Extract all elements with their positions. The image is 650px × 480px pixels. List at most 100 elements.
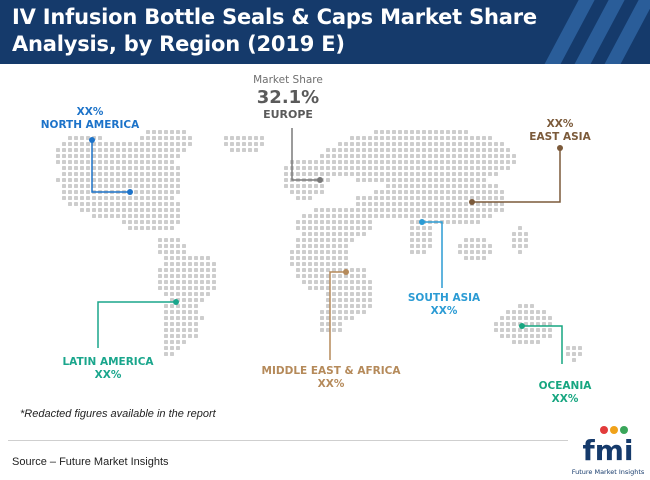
- map-dot: [194, 310, 198, 314]
- map-dot: [320, 250, 324, 254]
- map-dot: [338, 166, 342, 170]
- map-dot: [446, 142, 450, 146]
- map-dot: [476, 208, 480, 212]
- map-dot: [512, 316, 516, 320]
- map-dot: [182, 256, 186, 260]
- map-dot: [308, 262, 312, 266]
- map-dot: [296, 262, 300, 266]
- map-dot: [182, 142, 186, 146]
- map-dot: [140, 184, 144, 188]
- map-dot: [380, 208, 384, 212]
- map-dot: [74, 154, 78, 158]
- map-dot: [296, 166, 300, 170]
- map-dot: [332, 166, 336, 170]
- map-dot: [458, 166, 462, 170]
- oceania-value: XX%: [551, 393, 579, 405]
- map-dot: [98, 202, 102, 206]
- map-dot: [500, 322, 504, 326]
- map-dot: [308, 256, 312, 260]
- map-dot: [494, 148, 498, 152]
- map-dot: [308, 250, 312, 254]
- map-dot: [128, 142, 132, 146]
- map-dot: [308, 238, 312, 242]
- middle-east-africa-value: XX%: [317, 378, 345, 390]
- map-dot: [422, 172, 426, 176]
- map-dot: [494, 196, 498, 200]
- map-dot: [416, 244, 420, 248]
- map-dot: [458, 196, 462, 200]
- map-dot: [356, 232, 360, 236]
- map-dot: [338, 250, 342, 254]
- map-dot: [578, 346, 582, 350]
- map-dot: [410, 172, 414, 176]
- map-dot: [314, 232, 318, 236]
- map-dot: [410, 130, 414, 134]
- europe-caption: Market Share: [253, 74, 323, 86]
- map-dot: [158, 142, 162, 146]
- map-dot: [176, 184, 180, 188]
- map-dot: [164, 244, 168, 248]
- map-dot: [164, 334, 168, 338]
- map-dot: [374, 202, 378, 206]
- map-dot: [308, 274, 312, 278]
- map-dot: [338, 238, 342, 242]
- map-dot: [428, 190, 432, 194]
- map-dot: [374, 142, 378, 146]
- map-dot: [92, 172, 96, 176]
- map-dot: [350, 232, 354, 236]
- map-dot: [140, 154, 144, 158]
- map-dot: [410, 202, 414, 206]
- map-dot: [110, 184, 114, 188]
- map-dot: [152, 220, 156, 224]
- redacted-note: *Redacted figures available in the repor…: [20, 408, 216, 420]
- map-dot: [356, 292, 360, 296]
- map-dot: [260, 142, 264, 146]
- europe-connector: [291, 128, 323, 183]
- map-dot: [248, 136, 252, 140]
- europe-name: EUROPE: [263, 108, 313, 121]
- map-dot: [188, 256, 192, 260]
- map-dot: [464, 178, 468, 182]
- map-dot: [470, 256, 474, 260]
- map-dot: [500, 316, 504, 320]
- map-dot: [512, 322, 516, 326]
- map-dot: [350, 214, 354, 218]
- map-dot: [452, 178, 456, 182]
- map-dot: [158, 172, 162, 176]
- map-dot: [446, 160, 450, 164]
- map-dot: [110, 148, 114, 152]
- map-dot: [326, 208, 330, 212]
- map-dot: [122, 148, 126, 152]
- map-dot: [86, 136, 90, 140]
- map-dot: [314, 250, 318, 254]
- map-dot: [512, 238, 516, 242]
- map-dot: [92, 154, 96, 158]
- map-dot: [176, 328, 180, 332]
- map-dot: [362, 268, 366, 272]
- map-dot: [302, 172, 306, 176]
- map-dot: [182, 148, 186, 152]
- map-dot: [290, 250, 294, 254]
- map-dot: [458, 136, 462, 140]
- map-dot: [200, 298, 204, 302]
- map-dot: [350, 268, 354, 272]
- map-dot: [164, 214, 168, 218]
- map-dot: [188, 142, 192, 146]
- map-dot: [62, 166, 66, 170]
- map-dot: [158, 208, 162, 212]
- map-dot: [116, 172, 120, 176]
- map-dot: [164, 196, 168, 200]
- map-dot: [494, 154, 498, 158]
- map-dot: [350, 166, 354, 170]
- map-dot: [440, 178, 444, 182]
- title-line-2: Analysis, by Region (2019 E): [12, 32, 345, 56]
- map-dot: [164, 178, 168, 182]
- map-dot: [458, 250, 462, 254]
- map-dot: [392, 136, 396, 140]
- map-dot: [176, 304, 180, 308]
- svg-text:Future Market Insights: Future Market Insights: [572, 468, 645, 476]
- map-dot: [410, 136, 414, 140]
- map-dot: [326, 262, 330, 266]
- map-dot: [386, 202, 390, 206]
- map-dot: [368, 142, 372, 146]
